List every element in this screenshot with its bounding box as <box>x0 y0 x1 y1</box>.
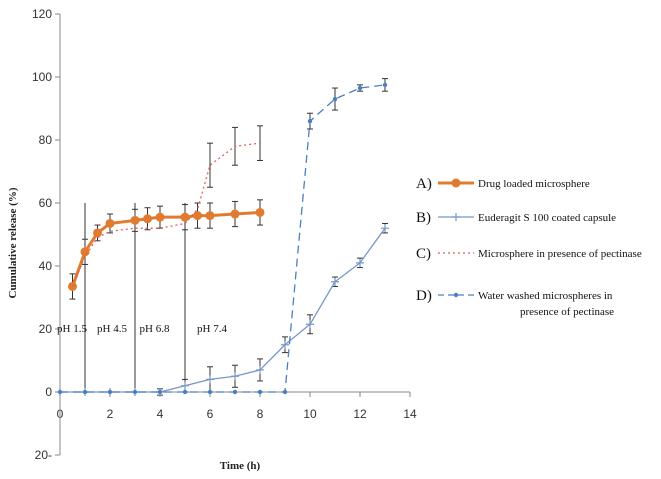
y-tick-label: 0 <box>45 385 52 399</box>
series-4 <box>57 78 388 395</box>
legend-letter: C) <box>416 246 431 262</box>
data-point <box>80 247 90 257</box>
data-point <box>382 82 388 88</box>
series-3 <box>71 125 263 287</box>
data-point <box>132 389 138 395</box>
data-point <box>57 389 63 395</box>
ph-label: pH 7.4 <box>197 323 227 335</box>
data-point <box>182 389 188 395</box>
legend-label: Water washed microspheres in <box>478 290 613 302</box>
y-tick-label: 60 <box>39 196 53 210</box>
legend-letter: D) <box>416 288 432 304</box>
series-line <box>60 227 386 393</box>
data-point <box>107 389 113 395</box>
data-point <box>356 258 364 267</box>
ph-divider-lines: pH 1.5 pH 4.5 pH 6.8 pH 7.4 <box>57 203 227 392</box>
data-point <box>256 365 264 374</box>
y-tick-label: 20- <box>35 448 52 462</box>
series-layer <box>56 78 389 396</box>
legend-marker <box>451 178 461 188</box>
ph-label: pH 4.5 <box>97 323 127 335</box>
x-tick-label: 8 <box>257 407 264 421</box>
data-point <box>281 340 289 349</box>
data-point <box>306 320 314 329</box>
legend-letter: A) <box>416 176 432 192</box>
series-line <box>71 142 261 287</box>
x-tick-label: 4 <box>157 407 164 421</box>
data-point <box>332 96 338 102</box>
data-point <box>180 212 190 222</box>
series-line <box>60 84 386 393</box>
legend-label: Microsphere in presence of pectinase <box>478 248 642 260</box>
series-1 <box>68 199 265 300</box>
legend-label-line2: presence of pectinase <box>520 306 614 318</box>
y-tick-label: 120 <box>32 7 52 21</box>
data-point <box>157 389 163 395</box>
data-point <box>206 375 214 384</box>
x-tick-label: 6 <box>207 407 214 421</box>
data-point <box>82 389 88 395</box>
y-tick-label: 40 <box>39 259 53 273</box>
y-tick-label: 100 <box>32 70 52 84</box>
data-point <box>381 224 389 233</box>
data-point <box>155 212 165 222</box>
data-point <box>307 118 313 124</box>
data-point <box>257 389 263 395</box>
data-point <box>230 209 240 219</box>
data-point <box>255 207 265 217</box>
data-point <box>231 372 239 381</box>
data-point <box>232 389 238 395</box>
data-point <box>282 389 288 395</box>
x-tick-label: 10 <box>303 407 317 421</box>
x-tick-label: 14 <box>403 407 417 421</box>
data-point <box>181 381 189 390</box>
data-point <box>331 277 339 286</box>
series-2 <box>56 222 389 396</box>
data-point <box>357 85 363 91</box>
y-axis-title: Cumulative release (%) <box>7 187 19 298</box>
data-point <box>130 215 140 225</box>
ph-label: pH 1.5 <box>57 323 87 335</box>
legend-label: Euderagit S 100 coated capsule <box>478 212 616 224</box>
legend-letter: B) <box>416 210 431 226</box>
data-point <box>193 211 202 221</box>
ph-label: pH 6.8 <box>140 323 170 335</box>
x-tick-label: 2 <box>107 407 114 421</box>
data-point <box>205 211 215 221</box>
y-tick-label: 80 <box>39 133 53 147</box>
legend-marker <box>452 213 460 221</box>
data-point <box>93 228 102 238</box>
data-point <box>143 214 152 224</box>
legend: A) Drug loaded microsphere B) Euderagit S 1… <box>416 176 642 318</box>
x-axis-title: Time (h) <box>220 460 261 472</box>
y-tick-label: 20 <box>39 322 53 336</box>
data-point <box>105 218 115 228</box>
data-point <box>207 389 213 395</box>
legend-label: Drug loaded microsphere <box>478 178 590 190</box>
y-tick-labels: 120 100 80 60 40 20 0 20- <box>32 7 60 462</box>
series-line <box>71 210 261 287</box>
x-tick-label: 12 <box>353 407 367 421</box>
x-tick-labels: 02468101214 <box>57 392 417 421</box>
legend-marker <box>453 292 459 298</box>
